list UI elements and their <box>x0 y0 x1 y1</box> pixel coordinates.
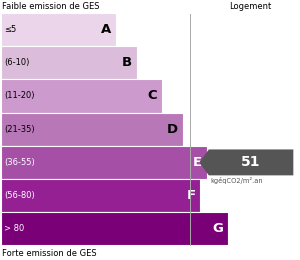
Text: C: C <box>148 89 158 102</box>
Text: (36-55): (36-55) <box>4 158 35 167</box>
Polygon shape <box>199 150 293 175</box>
Text: ≤5: ≤5 <box>4 25 16 34</box>
Text: (56-80): (56-80) <box>4 191 35 200</box>
Text: Logement: Logement <box>229 2 272 10</box>
Text: 51: 51 <box>241 155 261 170</box>
Text: Forte emission de GES: Forte emission de GES <box>2 250 97 258</box>
Text: E: E <box>193 156 202 169</box>
Text: (21-35): (21-35) <box>4 125 35 134</box>
Bar <box>1 179 200 212</box>
Bar <box>1 146 207 179</box>
Text: G: G <box>212 222 223 235</box>
Text: > 80: > 80 <box>4 224 25 233</box>
Text: Faible emission de GES: Faible emission de GES <box>2 2 100 10</box>
Bar <box>1 79 162 113</box>
Text: F: F <box>187 189 196 202</box>
Text: B: B <box>122 56 132 69</box>
Text: kgéqCO2/m².an: kgéqCO2/m².an <box>210 177 263 184</box>
Text: D: D <box>167 123 178 136</box>
Bar <box>1 113 183 146</box>
Bar <box>1 212 228 245</box>
Text: (11-20): (11-20) <box>4 92 35 100</box>
Bar <box>1 46 136 79</box>
Text: (6-10): (6-10) <box>4 58 30 67</box>
Text: A: A <box>101 23 111 36</box>
Bar <box>1 13 116 46</box>
